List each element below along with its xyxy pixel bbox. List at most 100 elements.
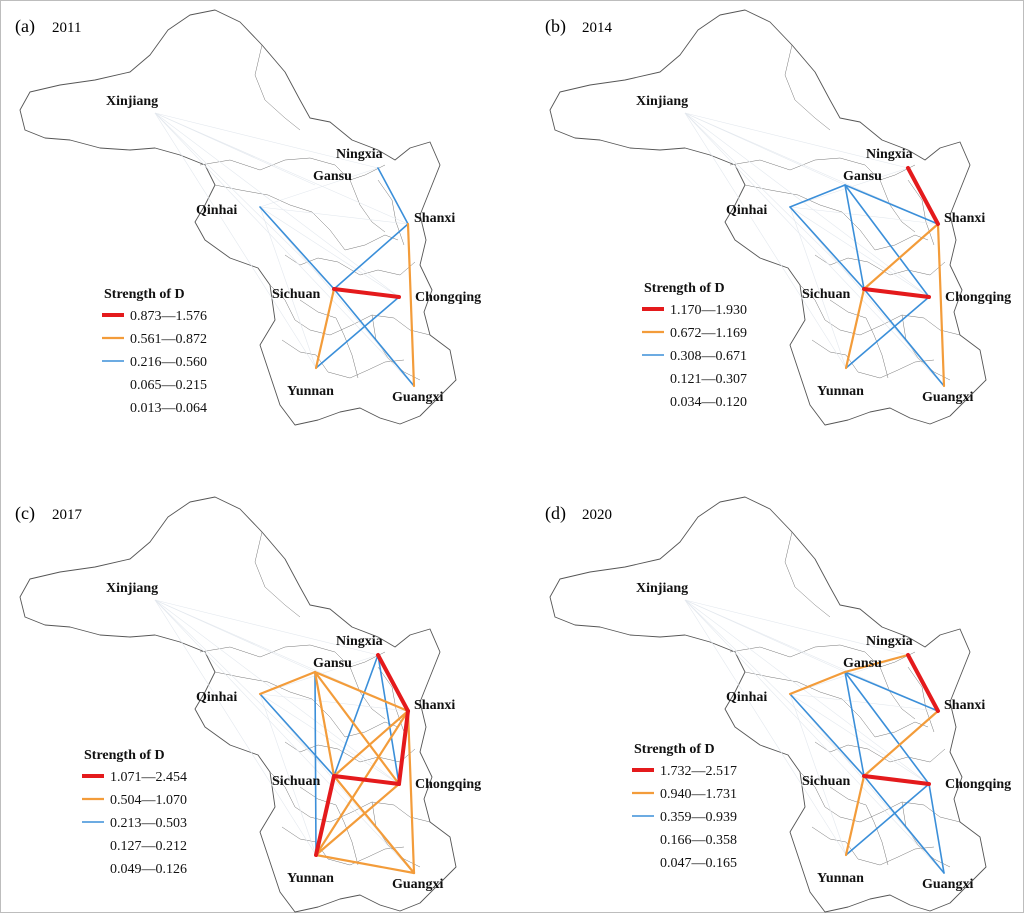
province-border <box>214 671 399 738</box>
edge-ningxia-sichuan <box>333 654 379 777</box>
link-qinhai-chongqing <box>259 693 400 785</box>
link-xinjiang-guangxi <box>154 112 415 387</box>
province-border <box>744 184 929 251</box>
label-qinhai: Qinhai <box>726 690 767 705</box>
province-border <box>349 179 386 233</box>
link-qinhai-chongqing <box>789 206 930 298</box>
label-sichuan: Sichuan <box>802 287 850 302</box>
panel-year: 2020 <box>582 507 612 523</box>
label-ningxia: Ningxia <box>336 147 383 162</box>
edge-qinhai-gansu <box>788 670 847 696</box>
label-qinhai: Qinhai <box>196 203 237 218</box>
label-ningxia: Ningxia <box>336 634 383 649</box>
edge-qinhai-gansu <box>258 670 317 696</box>
network-edges <box>788 653 945 874</box>
edge-yunnan-guangxi <box>314 853 416 875</box>
edge-qinhai-sichuan <box>789 693 865 777</box>
panel-b: Xinjiang Gansu Ningxia Qinhai Shanxi Sichuan C… <box>545 9 1011 426</box>
edge-gansu-sichuan <box>313 670 336 778</box>
legend: Strength of D 1.071—2.454 0.504—1.070 0.213… <box>82 748 187 877</box>
weak-links <box>684 112 945 387</box>
link-qinhai-guangxi <box>259 206 415 387</box>
edge-gansu-yunnan <box>314 671 317 856</box>
edge-sichuan-chongqing <box>862 774 931 786</box>
edge-qinhai-gansu <box>789 184 846 208</box>
province-border <box>744 671 929 738</box>
edge-chongqing-guangxi <box>928 783 945 874</box>
province-border <box>377 179 405 246</box>
province-border <box>371 801 421 868</box>
edge-sichuan-yunnan <box>314 774 336 857</box>
label-xinjiang: Xinjiang <box>106 581 158 596</box>
label-shanxi: Shanxi <box>414 211 455 226</box>
label-yunnan: Yunnan <box>817 871 864 886</box>
province-border <box>199 644 386 668</box>
link-qinhai-ningxia <box>259 167 379 208</box>
edge-gansu-chongqing <box>844 671 930 785</box>
label-guangxi: Guangxi <box>922 390 973 405</box>
province-border <box>907 666 935 733</box>
link-qinhai-yunnan <box>259 206 317 369</box>
legend-title: Strength of D <box>84 748 165 763</box>
province-border <box>281 826 405 866</box>
legend-item-3: 0.216—0.560 <box>130 355 207 370</box>
edge-yunnan-chongqing <box>315 296 400 369</box>
network-edges <box>789 166 946 388</box>
legend-item-4: 0.166—0.358 <box>660 833 737 848</box>
link-xinjiang-ningxia <box>154 112 379 169</box>
edge-chongqing-yunnan <box>845 296 930 369</box>
weak-links <box>684 599 945 874</box>
province-border <box>729 157 916 181</box>
legend-item-2: 0.504—1.070 <box>110 793 187 808</box>
legend-item-2: 0.561—0.872 <box>130 332 207 347</box>
legend-item-3: 0.359—0.939 <box>660 810 737 825</box>
legend-item-1: 0.873—1.576 <box>130 309 207 324</box>
edge-chongqing-yunnan <box>845 783 930 856</box>
province-border <box>879 179 916 233</box>
province-border <box>349 666 386 720</box>
edge-qinhai-sichuan <box>789 206 865 290</box>
province-border <box>254 531 301 618</box>
edge-sichuan-guangxi <box>863 288 945 387</box>
link-qinhai-shanxi <box>259 693 409 712</box>
link-xinjiang-guangxi <box>154 599 415 874</box>
edge-sichuan-yunnan <box>844 287 866 370</box>
legend: Strength of D 1.732—2.517 0.940—1.731 0.359… <box>632 742 737 871</box>
region-outline <box>19 9 457 426</box>
label-gansu: Gansu <box>843 656 882 671</box>
edge-qinhai-sichuan <box>259 206 335 290</box>
province-border <box>371 314 421 381</box>
province-border <box>799 771 961 823</box>
legend-item-3: 0.308—0.671 <box>670 349 747 364</box>
weak-links <box>154 112 415 387</box>
edge-sichuan-shanxi <box>333 223 409 290</box>
legend-title: Strength of D <box>634 742 715 757</box>
panel-label: (d) <box>545 503 566 524</box>
link-xinjiang-guangxi <box>684 599 945 874</box>
province-border <box>377 666 405 733</box>
province-border <box>729 644 916 668</box>
edge-gansu-shanxi <box>313 670 410 713</box>
legend: Strength of D 0.873—1.576 0.561—0.872 0.216… <box>102 287 207 416</box>
link-xinjiang-sichuan <box>684 599 865 777</box>
edge-gansu-ningxia <box>843 653 910 674</box>
label-yunnan: Yunnan <box>817 384 864 399</box>
link-xinjiang-yunnan <box>684 112 847 369</box>
label-chongqing: Chongqing <box>945 290 1011 305</box>
label-yunnan: Yunnan <box>287 384 334 399</box>
edge-gansu-shanxi <box>844 184 939 225</box>
edge-sichuan-shanxi <box>862 222 940 291</box>
province-border <box>214 184 399 251</box>
edge-shanxi-guangxi <box>936 222 946 388</box>
link-qinhai-chongqing <box>259 206 400 298</box>
edge-gansu-chongqing <box>313 670 401 786</box>
province-border <box>784 44 831 131</box>
label-sichuan: Sichuan <box>802 774 850 789</box>
panel-year: 2011 <box>52 20 81 36</box>
province-border <box>901 801 951 868</box>
edge-sichuan-chongqing <box>332 774 401 786</box>
link-xinjiang-yunnan <box>154 599 317 856</box>
edge-sichuan-guangxi <box>863 775 945 874</box>
link-qinhai-shanxi <box>259 206 409 225</box>
